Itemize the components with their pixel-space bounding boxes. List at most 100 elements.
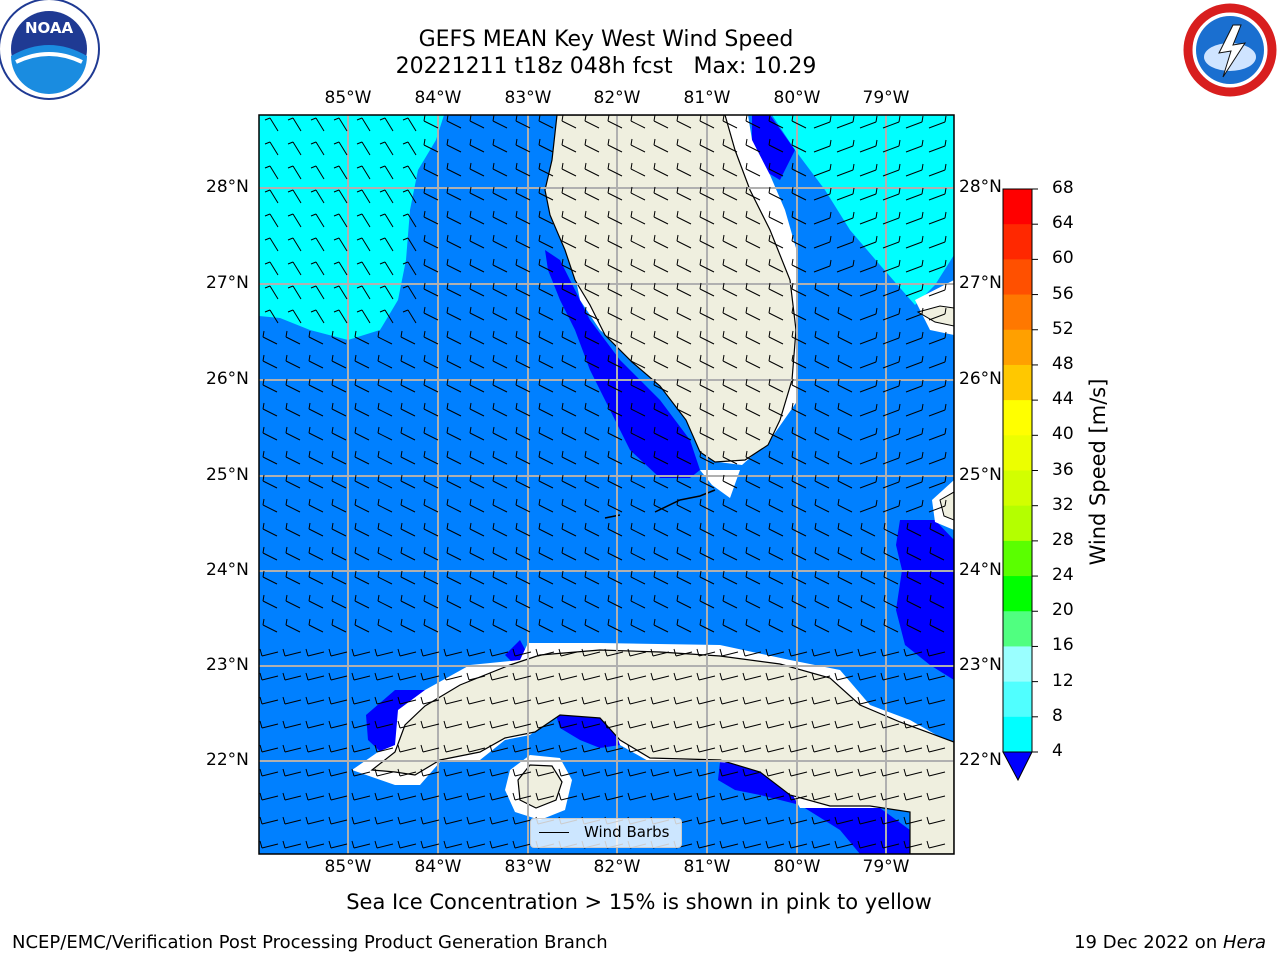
longitude-label-bottom: 82°W xyxy=(593,857,641,877)
wind-barb xyxy=(262,426,278,441)
wind-barb xyxy=(492,282,508,297)
noaa-logo: NOAA xyxy=(0,0,100,100)
wind-barb xyxy=(305,744,325,753)
wind-barb xyxy=(310,309,325,324)
wind-barb xyxy=(561,330,577,345)
wind-barb xyxy=(745,115,761,129)
wind-barb xyxy=(836,235,855,249)
wind-barb xyxy=(538,210,554,225)
wind-barb xyxy=(584,426,600,441)
wind-barb xyxy=(768,306,784,321)
wind-barb xyxy=(333,261,348,276)
wind-barb xyxy=(538,570,554,585)
wind-barb xyxy=(813,139,832,153)
wind-barb xyxy=(722,594,738,609)
wind-barb xyxy=(926,744,946,753)
wind-barb xyxy=(837,522,853,537)
wind-barb xyxy=(745,570,761,585)
wind-barb xyxy=(673,672,693,681)
wind-barb xyxy=(788,720,808,729)
wind-barb xyxy=(584,115,600,129)
wind-barb xyxy=(859,307,878,321)
wind-barb xyxy=(768,522,784,537)
wind-barb xyxy=(351,768,371,777)
wind-barb xyxy=(538,258,554,273)
longitude-label-top: 79°W xyxy=(862,88,910,108)
wind-barb xyxy=(379,237,394,252)
colorbar-segment xyxy=(1003,189,1032,225)
wind-barb xyxy=(331,354,347,369)
wind-barb xyxy=(722,282,738,297)
wind-barb xyxy=(259,792,279,801)
wind-barb xyxy=(538,378,554,393)
wind-barb xyxy=(423,162,439,177)
wind-barb xyxy=(282,672,302,681)
wind-barb xyxy=(814,522,830,537)
wind-barb xyxy=(331,570,347,585)
wind-barb xyxy=(262,474,278,489)
wind-barb xyxy=(584,258,600,273)
wind-barb xyxy=(584,498,600,513)
wind-barb xyxy=(400,594,416,609)
wind-barb xyxy=(492,474,508,489)
wind-barb xyxy=(880,840,900,849)
wind-barb xyxy=(627,648,647,657)
wind-barb xyxy=(699,546,715,561)
wind-barb xyxy=(308,330,324,345)
wind-barb xyxy=(446,115,462,129)
wind-barb xyxy=(351,672,371,681)
wind-barb xyxy=(446,306,462,321)
colorbar-segment xyxy=(1003,540,1032,577)
wind-barb xyxy=(607,570,623,585)
wind-barb xyxy=(745,210,761,225)
colorbar-segment xyxy=(1003,611,1032,647)
wind-barb xyxy=(400,330,416,345)
wind-barb xyxy=(287,285,302,300)
wind-barb xyxy=(673,792,693,801)
wind-barb xyxy=(262,570,278,585)
wind-barb xyxy=(466,768,486,777)
wind-barb xyxy=(489,696,509,705)
wind-barb xyxy=(630,474,646,489)
wind-barb xyxy=(653,426,669,441)
wind-barb xyxy=(466,648,486,657)
wind-barb xyxy=(928,451,947,465)
wind-barb xyxy=(791,186,807,201)
colorbar-segment xyxy=(1003,505,1032,542)
wind-barb xyxy=(814,402,830,417)
wind-barb xyxy=(630,546,646,561)
wind-barb xyxy=(859,139,878,153)
wind-barb xyxy=(768,594,784,609)
wind-barb xyxy=(423,522,439,537)
longitude-label-bottom: 83°W xyxy=(504,857,552,877)
wind-barb xyxy=(699,162,715,177)
wind-barb xyxy=(768,210,784,225)
wind-barb xyxy=(722,474,738,489)
wind-barb xyxy=(308,474,324,489)
wind-barb xyxy=(515,522,531,537)
latitude-label-right: 28°N xyxy=(959,177,1002,197)
wind-barb xyxy=(397,696,417,705)
wind-barb xyxy=(262,618,278,633)
wind-barb xyxy=(676,450,692,465)
wind-barb xyxy=(331,378,347,393)
wind-barb xyxy=(515,402,531,417)
wind-barb xyxy=(469,594,485,609)
wind-barb xyxy=(676,282,692,297)
wind-barb xyxy=(584,354,600,369)
wind-barb xyxy=(880,720,900,729)
wind-barb xyxy=(765,744,785,753)
wind-barb xyxy=(285,498,301,513)
wind-barb xyxy=(287,165,302,180)
wind-barb xyxy=(446,450,462,465)
wind-barb xyxy=(768,546,784,561)
wind-barb xyxy=(581,792,601,801)
wind-barb xyxy=(469,330,485,345)
wind-barb xyxy=(469,354,485,369)
wind-barb xyxy=(331,402,347,417)
wind-barb xyxy=(423,618,439,633)
wind-barb xyxy=(834,768,854,777)
wind-barb xyxy=(262,546,278,561)
wind-barb xyxy=(561,546,577,561)
